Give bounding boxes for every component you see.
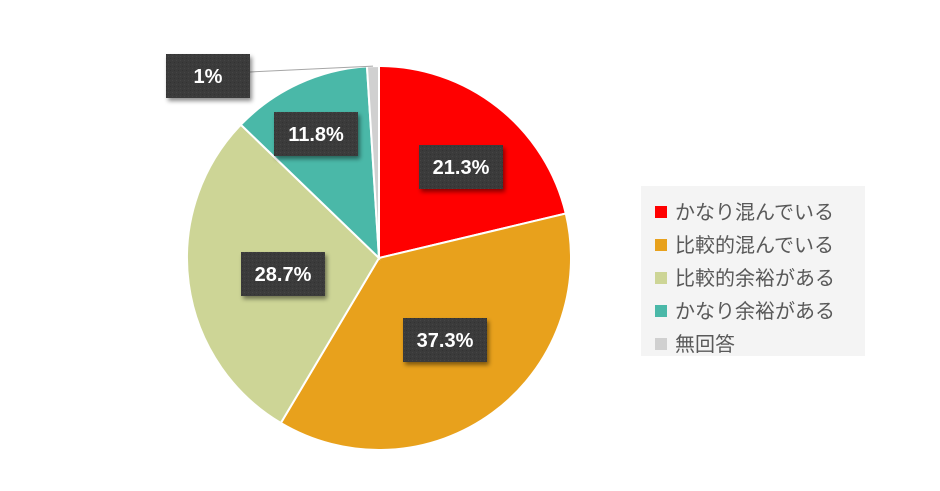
data-label-fairly-crowded: 37.3%	[403, 318, 487, 362]
data-label-fairly-spacious: 28.7%	[241, 252, 325, 296]
legend-label: 比較的余裕がある	[675, 265, 835, 290]
data-label-no-answer: 1%	[166, 54, 250, 98]
legend-label: かなり余裕がある	[675, 298, 835, 323]
legend-label: 無回答	[675, 331, 735, 356]
legend-swatch-heavily-crowded	[655, 205, 667, 218]
legend-swatch-very-spacious	[655, 304, 667, 317]
data-label-box	[419, 145, 503, 189]
data-label-box	[274, 112, 358, 156]
legend-item-no-answer: 無回答	[655, 327, 865, 360]
data-label-box	[241, 252, 325, 296]
data-label-heavily-crowded: 21.3%	[419, 145, 503, 189]
legend-item-fairly-spacious: 比較的余裕がある	[655, 261, 865, 294]
data-label-very-spacious: 11.8%	[274, 112, 358, 156]
data-label-text: 28.7%	[255, 264, 312, 286]
data-label-text: 37.3%	[417, 330, 474, 352]
data-label-box	[166, 54, 250, 98]
data-label-text: 1%	[194, 66, 223, 88]
legend-swatch-fairly-spacious	[655, 271, 667, 284]
leader-lines	[249, 65, 374, 73]
leader-line-no-answer	[249, 65, 374, 73]
legend-swatch-no-answer	[655, 337, 667, 350]
legend-label: 比較的混んでいる	[675, 232, 834, 257]
legend-item-fairly-crowded: 比較的混んでいる	[655, 228, 865, 261]
legend-label: かなり混んでいる	[675, 199, 834, 224]
data-labels: 21.3% 37.3% 28.7% 11.8% 1%	[166, 54, 503, 362]
legend-swatch-fairly-crowded	[655, 238, 667, 251]
data-label-text: 21.3%	[433, 157, 490, 179]
data-label-box	[403, 318, 487, 362]
legend-item-heavily-crowded: かなり混んでいる	[655, 195, 865, 228]
legend-item-very-spacious: かなり余裕がある	[655, 294, 865, 327]
data-label-text: 11.8%	[288, 124, 344, 146]
legend: かなり混んでいる 比較的混んでいる 比較的余裕がある かなり余裕がある 無回答	[641, 186, 865, 356]
